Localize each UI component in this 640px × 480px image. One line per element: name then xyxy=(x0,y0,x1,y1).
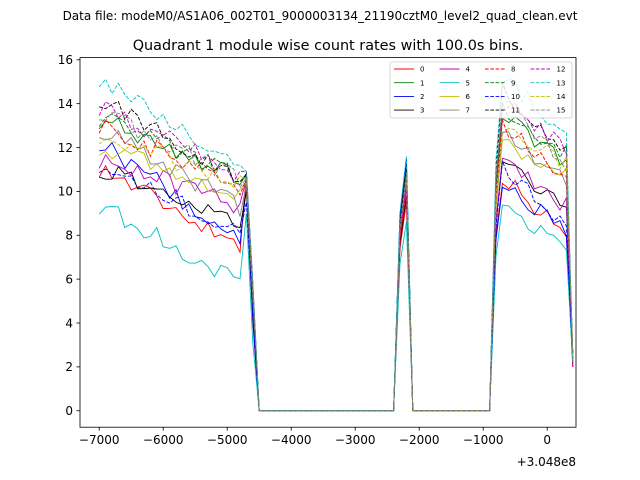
x-tick-label: −2000 xyxy=(399,433,440,447)
y-tick-label: 12 xyxy=(58,141,73,155)
legend-label: 15 xyxy=(557,107,566,115)
legend-label: 5 xyxy=(466,79,470,87)
legend-label: 1 xyxy=(420,79,424,87)
chart-suptitle: Data file: modeM0/AS1A06_002T01_90000031… xyxy=(63,9,578,23)
x-tick-label: −1000 xyxy=(463,433,504,447)
legend-label: 0 xyxy=(420,66,424,74)
y-tick-label: 10 xyxy=(58,185,73,199)
x-tick-label: −3000 xyxy=(335,433,376,447)
legend-label: 9 xyxy=(511,79,515,87)
y-tick-label: 0 xyxy=(65,404,73,418)
series-line-10 xyxy=(98,160,574,412)
axes-spines xyxy=(79,57,577,428)
legend-label: 13 xyxy=(557,79,566,87)
series-group xyxy=(98,78,574,412)
x-tick-label: −4000 xyxy=(271,433,312,447)
legend-label: 11 xyxy=(511,107,520,115)
x-tick-label: −7000 xyxy=(79,433,120,447)
x-tick-label: −5000 xyxy=(207,433,248,447)
legend-label: 6 xyxy=(466,93,471,101)
y-tick-label: 4 xyxy=(65,316,73,330)
legend-label: 2 xyxy=(420,93,424,101)
legend-label: 3 xyxy=(420,107,424,115)
x-tick-label: 0 xyxy=(543,433,551,447)
x-axis: −7000 −6000 −5000 −4000 −3000 −2000 −1000 0 xyxy=(79,427,551,447)
axes-frame xyxy=(80,57,576,428)
legend-label: 12 xyxy=(557,66,566,74)
legend-frame xyxy=(389,61,573,119)
x-tick-label: −6000 xyxy=(143,433,184,447)
y-tick-label: 16 xyxy=(58,53,73,67)
y-axis: 0 2 4 6 8 10 12 14 16 xyxy=(58,53,80,418)
plot-area xyxy=(79,57,577,428)
y-tick-label: 8 xyxy=(65,229,73,243)
chart-title: Quadrant 1 module wise count rates with … xyxy=(133,38,524,54)
legend-label: 14 xyxy=(557,93,566,101)
legend-label: 8 xyxy=(511,66,515,74)
y-tick-label: 6 xyxy=(65,272,73,286)
legend-label: 7 xyxy=(466,107,470,115)
series-line-15 xyxy=(99,100,574,412)
x-offset-label: +3.048e8 xyxy=(517,455,576,469)
legend-label: 10 xyxy=(511,93,520,101)
y-tick-label: 14 xyxy=(58,97,73,111)
y-tick-label: 2 xyxy=(65,360,73,374)
legend-label: 4 xyxy=(466,66,471,74)
